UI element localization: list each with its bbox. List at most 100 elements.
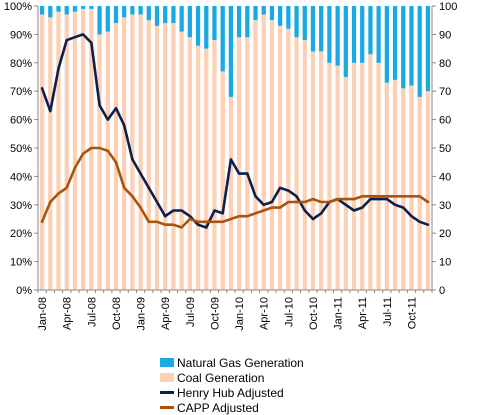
right-tick-label: 40 bbox=[439, 171, 451, 183]
natural-gas-bar bbox=[417, 6, 422, 97]
left-tick-label: 10% bbox=[10, 257, 32, 269]
coal-bar bbox=[253, 20, 258, 290]
natural-gas-bar bbox=[163, 6, 168, 24]
coal-bar bbox=[113, 23, 119, 290]
natural-gas-bar bbox=[384, 6, 389, 83]
x-tick-label: Oct-10 bbox=[308, 297, 320, 330]
x-tick-label: Oct-08 bbox=[111, 297, 123, 330]
coal-bar bbox=[392, 79, 398, 290]
coal-bar bbox=[269, 20, 275, 290]
natural-gas-bar bbox=[360, 6, 365, 63]
coal-bar bbox=[187, 37, 192, 290]
coal-bar bbox=[286, 28, 291, 290]
x-tick-label: Apr-10 bbox=[259, 297, 271, 330]
x-tick-label: Jul-08 bbox=[86, 297, 98, 327]
coal-bar bbox=[327, 62, 332, 290]
natural-gas-bar bbox=[39, 6, 45, 15]
natural-gas-bar bbox=[81, 6, 86, 9]
natural-gas-bar bbox=[261, 6, 266, 15]
left-tick-label: 50% bbox=[10, 143, 32, 155]
right-tick-label: 70 bbox=[439, 86, 451, 98]
bars-layer bbox=[39, 6, 431, 291]
coal-bar bbox=[417, 96, 422, 290]
x-tick-label: Jul-11 bbox=[382, 297, 394, 326]
lines-layer bbox=[40, 33, 430, 229]
coal-bar bbox=[425, 91, 431, 290]
coal-bar bbox=[154, 25, 160, 290]
coal-bar bbox=[310, 51, 316, 290]
coal-bar bbox=[261, 14, 266, 291]
natural-gas-bar bbox=[401, 6, 406, 89]
natural-gas-bar bbox=[335, 6, 340, 66]
left-tick-label: 60% bbox=[10, 115, 32, 127]
right-tick-label: 60 bbox=[439, 115, 451, 127]
left-tick-label: 30% bbox=[10, 200, 32, 212]
x-tick-label: Jan-08 bbox=[37, 297, 49, 331]
legend-label-coal: Coal Generation bbox=[177, 370, 265, 385]
legend: Natural Gas Generation Coal Generation H… bbox=[160, 355, 460, 415]
x-tick-label: Oct-11 bbox=[406, 297, 418, 329]
left-tick-label: 80% bbox=[10, 58, 32, 70]
x-tick-label: Jul-09 bbox=[185, 297, 197, 327]
coal-bar bbox=[146, 20, 151, 290]
natural-gas-bar bbox=[425, 6, 431, 92]
coal-bar bbox=[105, 31, 110, 291]
coal-bar bbox=[138, 14, 143, 291]
coal-bar bbox=[220, 71, 225, 290]
coal-bar bbox=[56, 11, 61, 291]
right-tick-label: 80 bbox=[439, 58, 451, 70]
natural-gas-bar bbox=[48, 6, 53, 18]
x-tick-label: Jan-10 bbox=[234, 297, 246, 331]
legend-item-coal: Coal Generation bbox=[160, 370, 460, 385]
natural-gas-bar bbox=[89, 6, 94, 9]
coal-bar bbox=[278, 25, 283, 290]
left-tick-label: 20% bbox=[10, 228, 32, 240]
natural-gas-bar bbox=[409, 6, 414, 86]
natural-gas-bar bbox=[154, 6, 160, 26]
natural-gas-bar bbox=[236, 6, 242, 38]
coal-bar bbox=[64, 14, 69, 291]
right-tick-label: 90 bbox=[439, 29, 451, 41]
coal-bar bbox=[351, 62, 357, 290]
coal-bar bbox=[409, 85, 414, 291]
coal-bar bbox=[368, 54, 373, 290]
ticks-layer: 0% 10% 20% 30% 40% 50% 60% 70% 80% 90% 100% 0 10 20 30… bbox=[4, 1, 458, 331]
left-tick-label: 40% bbox=[10, 171, 32, 183]
coal-bar bbox=[360, 62, 365, 290]
coal-bar bbox=[39, 14, 45, 291]
coal-bar bbox=[171, 23, 176, 290]
henry-hub-line bbox=[40, 33, 430, 229]
left-tick-label: 0% bbox=[16, 285, 32, 297]
right-tick-label: 0 bbox=[439, 285, 445, 297]
natural-gas-bar bbox=[212, 6, 217, 41]
natural-gas-bar bbox=[204, 6, 209, 49]
coal-bar bbox=[319, 51, 324, 290]
natural-gas-bar bbox=[105, 6, 110, 32]
natural-gas-bar bbox=[368, 6, 373, 55]
x-tick-label: Apr-08 bbox=[62, 297, 74, 330]
natural-gas-bar bbox=[171, 6, 176, 24]
natural-gas-bar bbox=[179, 6, 184, 32]
natural-gas-bar bbox=[319, 6, 324, 52]
coal-bar bbox=[212, 40, 217, 290]
natural-gas-bar bbox=[269, 6, 275, 21]
right-tick-label: 30 bbox=[439, 200, 451, 212]
coal-bar bbox=[302, 40, 307, 290]
natural-gas-bar bbox=[72, 6, 78, 12]
legend-label-natural-gas: Natural Gas Generation bbox=[177, 355, 304, 370]
natural-gas-bar bbox=[302, 6, 307, 41]
natural-gas-bar bbox=[343, 6, 348, 77]
legend-item-capp: CAPP Adjusted bbox=[160, 400, 460, 415]
x-tick-label: Oct-09 bbox=[209, 297, 221, 330]
x-tick-label: Jan-09 bbox=[136, 297, 148, 331]
natural-gas-bar bbox=[64, 6, 69, 15]
right-tick-label: 100 bbox=[439, 1, 457, 13]
coal-bar bbox=[72, 11, 78, 291]
coal-bar bbox=[97, 34, 102, 291]
coal-bar bbox=[236, 37, 242, 290]
coal-bar bbox=[245, 37, 250, 290]
natural-gas-bar bbox=[113, 6, 119, 24]
henry-hub-swatch bbox=[160, 391, 174, 394]
natural-gas-bar bbox=[294, 6, 299, 38]
natural-gas-bar bbox=[220, 6, 225, 72]
